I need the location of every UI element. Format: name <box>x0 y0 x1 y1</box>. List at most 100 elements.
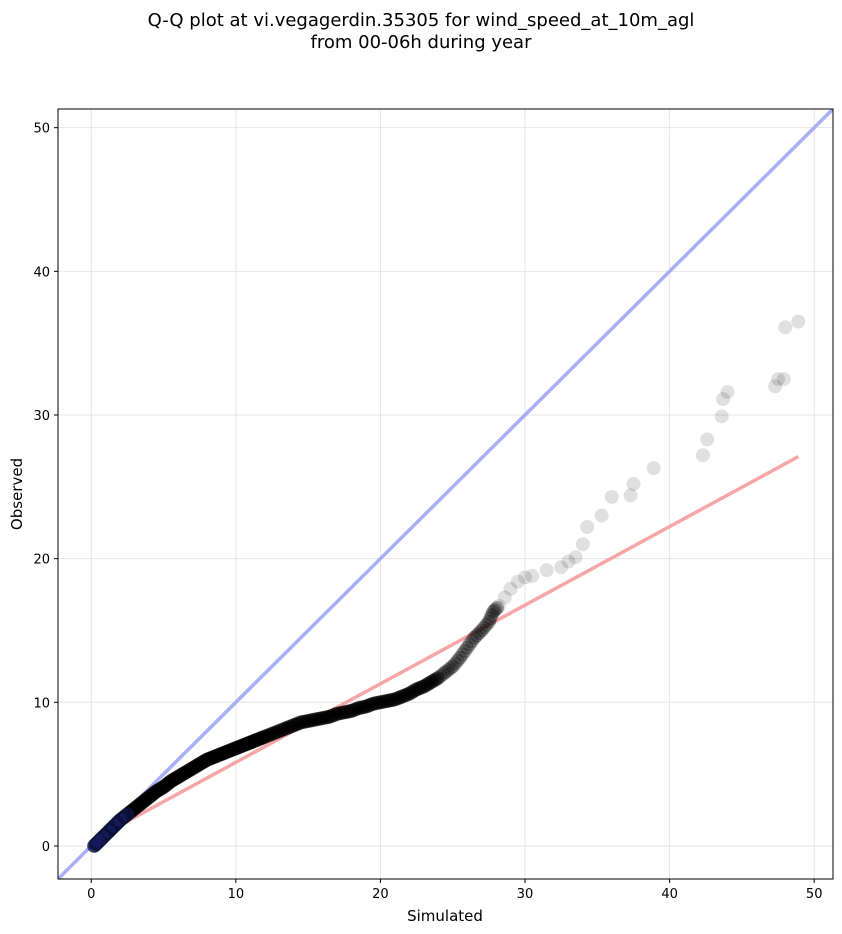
scatter-point-dense <box>120 807 135 822</box>
scatter-point-fill <box>398 688 413 703</box>
scatter-point-fill <box>419 678 434 693</box>
scatter-point-fill <box>116 810 131 825</box>
scatter-point-fill <box>193 756 208 771</box>
scatter-point-fill <box>215 746 230 761</box>
scatter-point-fill <box>177 766 192 781</box>
scatter-point-fill <box>249 733 264 748</box>
scatter-point-fill <box>154 781 169 796</box>
scatter-point <box>714 409 729 424</box>
scatter-point-fill <box>151 783 166 798</box>
scatter-point-fill <box>227 741 242 756</box>
scatter-point-fill <box>98 828 113 843</box>
scatter-point-fill <box>191 757 206 772</box>
scatter-point-fill <box>440 663 455 678</box>
scatter-point-fill <box>209 749 224 764</box>
scatter-point-fill <box>181 763 196 778</box>
x-tick-label: 10 <box>228 887 245 902</box>
scatter-point-fill <box>208 749 223 764</box>
scatter-point-fill <box>215 746 230 761</box>
scatter-point-fill <box>124 804 139 819</box>
scatter-point <box>695 448 710 463</box>
scatter-point-dense <box>107 818 122 833</box>
scatter-point-fill <box>211 748 226 763</box>
scatter-point-fill <box>157 779 172 794</box>
scatter-point-fill <box>233 739 248 754</box>
scatter-point-fill <box>248 733 263 748</box>
y-tick-label: 30 <box>33 409 50 424</box>
scatter-point-fill <box>292 715 307 730</box>
scatter-point-fill <box>102 823 117 838</box>
scatter-point <box>178 765 193 780</box>
scatter-point <box>91 834 106 849</box>
scatter-point <box>286 718 301 733</box>
scatter-point <box>236 738 251 753</box>
scatter-point <box>127 801 142 816</box>
scatter-point-fill <box>179 764 194 779</box>
scatter-point-fill <box>360 699 375 714</box>
scatter-point-fill <box>418 678 433 693</box>
scatter-point-fill <box>100 825 115 840</box>
scatter-point-fill <box>362 698 377 713</box>
scatter-point-fill <box>421 676 436 691</box>
scatter-point <box>467 630 482 645</box>
scatter-point-fill <box>295 715 310 730</box>
scatter-point <box>525 568 540 583</box>
scatter-point-fill <box>158 778 173 793</box>
scatter-point-fill <box>200 752 215 767</box>
grid <box>58 109 833 879</box>
scatter-point-fill <box>422 675 437 690</box>
scatter-point-fill <box>162 775 177 790</box>
scatter-point-fill <box>426 673 441 688</box>
scatter-point <box>646 461 661 476</box>
scatter-point-fill <box>479 617 494 632</box>
scatter-point-fill <box>336 705 351 720</box>
scatter-point-fill <box>225 742 240 757</box>
scatter-point-fill <box>186 760 201 775</box>
scatter-point-fill <box>403 685 418 700</box>
scatter-point-fill <box>145 787 160 802</box>
scatter-point-fill <box>187 760 202 775</box>
scatter-point-fill <box>245 734 260 749</box>
scatter-point-fill <box>371 695 386 710</box>
scatter-point-fill <box>197 754 212 769</box>
scatter-point-fill <box>328 707 343 722</box>
scatter-point-fill <box>147 785 162 800</box>
scatter-point <box>720 385 735 400</box>
scatter-point-fill <box>224 742 239 757</box>
scatter-point-fill <box>115 811 130 826</box>
scatter-point <box>604 489 619 504</box>
scatter-point-fill <box>275 722 290 737</box>
scatter-point <box>358 699 373 714</box>
scatter-point-fill <box>258 729 273 744</box>
scatter-point-fill <box>134 796 149 811</box>
scatter-point <box>301 713 316 728</box>
scatter-point <box>264 726 279 741</box>
scatter-point-fill <box>342 704 357 719</box>
scatter-point-fill <box>220 744 235 759</box>
scatter-point-fill <box>249 732 264 747</box>
scatter-point <box>568 550 583 565</box>
scatter-point-fill <box>218 745 233 760</box>
scatter-point-fill <box>107 818 122 833</box>
scatter-point-fill <box>287 717 302 732</box>
scatter-point-fill <box>93 832 108 847</box>
scatter-point-fill <box>222 743 237 758</box>
scatter-point-fill <box>309 712 324 727</box>
scatter-point-fill <box>407 683 422 698</box>
scatter-point-fill <box>436 667 451 682</box>
scatter-point <box>474 623 489 638</box>
scatter-point-fill <box>257 730 272 745</box>
scatter-point-fill <box>307 712 322 727</box>
scatter-point-fill <box>199 753 214 768</box>
scatter-point-dense <box>87 838 102 853</box>
scatter-point-fill <box>225 742 240 757</box>
scatter-point-fill <box>232 739 247 754</box>
scatter-point-fill <box>271 724 286 739</box>
x-tick-label: 0 <box>87 887 95 902</box>
scatter-point-fill <box>455 647 470 662</box>
scatter-point-fill <box>391 690 406 705</box>
scatter-point <box>575 537 590 552</box>
scatter-point <box>409 682 424 697</box>
scatter-point-fill <box>194 755 209 770</box>
scatter-point-fill <box>251 732 266 747</box>
